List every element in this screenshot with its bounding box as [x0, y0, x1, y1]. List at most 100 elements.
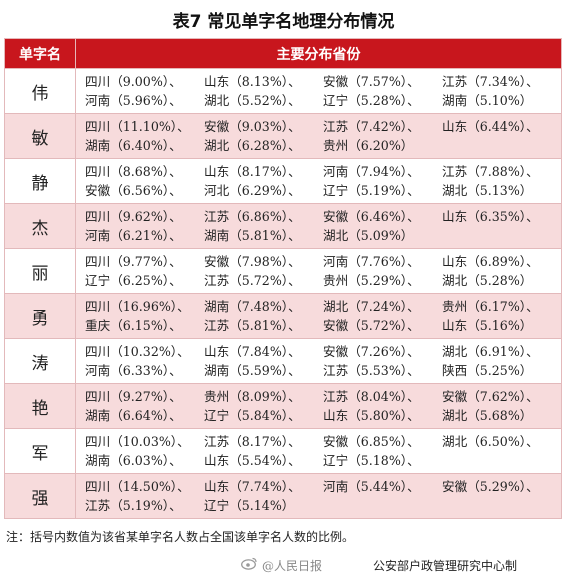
table-header-row: 单字名 主要分布省份	[4, 38, 562, 69]
province-entry: 河南（7.94%）、	[323, 164, 420, 179]
province-entry: 贵州（8.09%）、	[204, 389, 301, 404]
province-entry: 湖南（6.64%）、	[85, 408, 182, 423]
province-entry	[323, 496, 442, 515]
province-entry: 山东（5.54%）、	[204, 453, 301, 468]
province-entry: 湖南（6.03%）、	[85, 453, 182, 468]
table-row: 丽四川（9.77%）、 安徽（7.98%）、 河南（7.76%）、 山东（6.89%）…	[4, 248, 562, 294]
distribution-line: 江苏（5.19%）、 辽宁（5.14%）	[85, 496, 561, 515]
province-entry: 安徽（9.03%）、	[204, 119, 301, 134]
distribution-line: 四川（14.50%）、 山东（7.74%）、 河南（5.44%）、 安徽（5.29%）…	[85, 477, 561, 496]
province-entry: 江苏（5.72%）、	[204, 273, 301, 288]
province-entry: 江苏（5.53%）、	[323, 363, 420, 378]
province-entry: 辽宁（5.28%）、	[323, 93, 420, 108]
province-entry: 江苏（8.17%）、	[204, 434, 301, 449]
single-char-name: 勇	[4, 293, 76, 339]
province-distribution: 四川（10.32%）、 山东（7.84%）、 安徽（7.26%）、 湖北（6.91%）…	[75, 338, 562, 384]
province-entry	[442, 226, 561, 245]
province-entry: 湖北（6.91%）、	[442, 344, 539, 359]
distribution-line: 四川（9.27%）、 贵州（8.09%）、 江苏（8.04%）、 安徽（7.62%）、	[85, 387, 561, 406]
distribution-line: 河南（5.96%）、 湖北（5.52%）、 辽宁（5.28%）、 湖南（5.10%）	[85, 91, 561, 110]
province-entry: 湖南（7.48%）、	[204, 299, 301, 314]
province-entry: 四川（14.50%）、	[85, 479, 190, 494]
table-body: 伟四川（9.00%）、 山东（8.13%）、 安徽（7.57%）、 江苏（7.34%）…	[4, 68, 562, 519]
single-char-name: 艳	[4, 383, 76, 429]
province-entry: 辽宁（5.18%）、	[323, 453, 420, 468]
single-char-name: 杰	[4, 203, 76, 249]
table-title: 表7 常见单字名地理分布情况	[172, 12, 395, 32]
province-entry: 湖南（5.59%）、	[204, 363, 301, 378]
province-entry: 辽宁（5.84%）、	[204, 408, 301, 423]
province-entry: 山东（5.16%）	[442, 318, 533, 333]
single-char-name: 敏	[4, 113, 76, 159]
table-row: 强四川（14.50%）、 山东（7.74%）、 河南（5.44%）、 安徽（5.29%…	[4, 473, 562, 519]
province-entry: 江苏（7.42%）、	[323, 119, 420, 134]
province-entry: 河南（5.44%）、	[323, 479, 420, 494]
province-entry: 四川（16.96%）、	[85, 299, 190, 314]
province-entry: 安徽（7.57%）、	[323, 74, 420, 89]
province-entry: 贵州（6.20%）	[323, 138, 414, 153]
province-entry: 安徽（6.85%）、	[323, 434, 420, 449]
distribution-line: 辽宁（6.25%）、 江苏（5.72%）、 贵州（5.29%）、 湖北（5.28%）	[85, 271, 561, 290]
province-entry: 湖南（5.81%）、	[204, 228, 301, 243]
province-entry: 山东（7.74%）、	[204, 479, 301, 494]
province-entry: 湖北（5.28%）	[442, 273, 533, 288]
province-distribution: 四川（8.68%）、 山东（8.17%）、 河南（7.94%）、 江苏（7.88%）、…	[75, 158, 562, 204]
province-entry: 河南（7.76%）、	[323, 254, 420, 269]
province-entry: 安徽（7.62%）、	[442, 389, 539, 404]
table-row: 艳四川（9.27%）、 贵州（8.09%）、 江苏（8.04%）、 安徽（7.62%）…	[4, 383, 562, 429]
distribution-line: 四川（8.68%）、 山东（8.17%）、 河南（7.94%）、 江苏（7.88%）、	[85, 162, 561, 181]
province-entry: 江苏（5.81%）、	[204, 318, 301, 333]
province-entry: 安徽（5.72%）、	[323, 318, 420, 333]
table-row: 伟四川（9.00%）、 山东（8.13%）、 安徽（7.57%）、 江苏（7.34%）…	[4, 68, 562, 114]
province-entry: 重庆（6.15%）、	[85, 318, 182, 333]
province-entry: 辽宁（6.25%）、	[85, 273, 182, 288]
table-row: 军四川（10.03%）、 江苏（8.17%）、 安徽（6.85%）、 湖北（6.50%…	[4, 428, 562, 474]
province-entry: 江苏（6.86%）、	[204, 209, 301, 224]
table-row: 杰四川（9.62%）、 江苏（6.86%）、 安徽（6.46%）、 山东（6.35%）…	[4, 203, 562, 249]
province-entry: 四川（10.32%）、	[85, 344, 190, 359]
province-entry: 湖北（5.09%）	[323, 228, 414, 243]
province-entry: 辽宁（5.14%）	[204, 498, 295, 513]
province-entry: 安徽（7.26%）、	[323, 344, 420, 359]
province-entry: 湖北（7.24%）、	[323, 299, 420, 314]
province-entry: 山东（6.89%）、	[442, 254, 539, 269]
distribution-line: 河南（6.33%）、 湖南（5.59%）、 江苏（5.53%）、 陕西（5.25%）	[85, 361, 561, 380]
province-entry: 四川（9.77%）、	[85, 254, 182, 269]
province-entry: 四川（10.03%）、	[85, 434, 190, 449]
province-entry: 贵州（6.17%）、	[442, 299, 539, 314]
province-entry: 贵州（5.29%）、	[323, 273, 420, 288]
province-entry: 湖南（6.40%）、	[85, 138, 182, 153]
name-distribution-table: 单字名 主要分布省份 伟四川（9.00%）、 山东（8.13%）、 安徽（7.57%…	[4, 38, 562, 519]
province-entry: 湖南（5.10%）	[442, 93, 533, 108]
province-entry: 安徽（6.46%）、	[323, 209, 420, 224]
footnote: 注：括号内数值为该省某单字名人数占全国该单字名人数的比例。	[6, 530, 355, 544]
distribution-line: 四川（16.96%）、 湖南（7.48%）、 湖北（7.24%）、 贵州（6.17%）…	[85, 297, 561, 316]
province-entry: 山东（6.44%）、	[442, 119, 539, 134]
province-entry: 四川（9.62%）、	[85, 209, 182, 224]
province-entry: 山东（6.35%）、	[442, 209, 539, 224]
distribution-line: 湖南（6.64%）、 辽宁（5.84%）、 山东（5.80%）、 湖北（5.68%）	[85, 406, 561, 425]
table-row: 敏四川（11.10%）、 安徽（9.03%）、 江苏（7.42%）、 山东（6.44%…	[4, 113, 562, 159]
province-distribution: 四川（16.96%）、 湖南（7.48%）、 湖北（7.24%）、 贵州（6.17%）…	[75, 293, 562, 339]
distribution-line: 重庆（6.15%）、 江苏（5.81%）、 安徽（5.72%）、 山东（5.16%）	[85, 316, 561, 335]
single-char-name: 丽	[4, 248, 76, 294]
distribution-line: 四川（9.77%）、 安徽（7.98%）、 河南（7.76%）、 山东（6.89%）、	[85, 252, 561, 271]
province-distribution: 四川（14.50%）、 山东（7.74%）、 河南（5.44%）、 安徽（5.29%）…	[75, 473, 562, 519]
province-entry: 山东（5.80%）、	[323, 408, 420, 423]
header-name: 单字名	[4, 38, 76, 69]
distribution-line: 四川（10.03%）、 江苏（8.17%）、 安徽（6.85%）、 湖北（6.50%）…	[85, 432, 561, 451]
province-distribution: 四川（9.00%）、 山东（8.13%）、 安徽（7.57%）、 江苏（7.34%）、…	[75, 68, 562, 114]
distribution-line: 四川（11.10%）、 安徽（9.03%）、 江苏（7.42%）、 山东（6.44%）…	[85, 117, 561, 136]
province-entry: 陕西（5.25%）	[442, 363, 533, 378]
header-provinces: 主要分布省份	[75, 38, 562, 69]
province-distribution: 四川（10.03%）、 江苏（8.17%）、 安徽（6.85%）、 湖北（6.50%）…	[75, 428, 562, 474]
province-distribution: 四川（9.27%）、 贵州（8.09%）、 江苏（8.04%）、 安徽（7.62%）、…	[75, 383, 562, 429]
table-row: 静四川（8.68%）、 山东（8.17%）、 河南（7.94%）、 江苏（7.88%）…	[4, 158, 562, 204]
province-entry: 安徽（5.29%）、	[442, 479, 539, 494]
province-entry: 湖北（6.50%）、	[442, 434, 539, 449]
distribution-line: 安徽（6.56%）、 河北（6.29%）、 辽宁（5.19%）、 湖北（5.13%）	[85, 181, 561, 200]
distribution-line: 湖南（6.03%）、 山东（5.54%）、 辽宁（5.18%）、	[85, 451, 561, 470]
table-row: 涛四川（10.32%）、 山东（7.84%）、 安徽（7.26%）、 湖北（6.91%…	[4, 338, 562, 384]
province-entry	[442, 136, 561, 155]
province-distribution: 四川（9.62%）、 江苏（6.86%）、 安徽（6.46%）、 山东（6.35%）、…	[75, 203, 562, 249]
